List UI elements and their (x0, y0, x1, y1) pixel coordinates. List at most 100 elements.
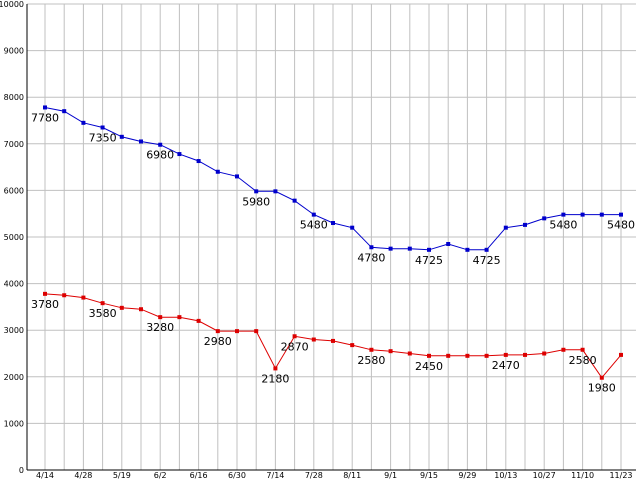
series-2-point (369, 347, 374, 352)
series-2-point (81, 295, 86, 300)
series-2-point (100, 301, 105, 306)
series-2-data-label: 2450 (415, 360, 443, 373)
series-1-data-label: 5480 (300, 219, 328, 232)
series-1-point (43, 105, 47, 110)
x-tick-label: 4/28 (74, 471, 92, 480)
series-1-point (561, 212, 566, 217)
y-tick-label: 6000 (4, 186, 24, 195)
series-1-data-label: 7350 (89, 131, 117, 144)
x-tick-label: 11/23 (609, 471, 632, 480)
series-lines (43, 105, 623, 380)
y-tick-label: 10000 (0, 0, 24, 9)
x-tick-label: 9/1 (384, 471, 397, 480)
series-2-data-label: 2870 (281, 340, 309, 353)
series-1-data-label: 5480 (607, 219, 635, 232)
series-2-point (503, 352, 508, 357)
y-tick-label: 2000 (4, 373, 24, 382)
y-tick-label: 7000 (4, 140, 24, 149)
series-1-point (273, 189, 278, 194)
x-tick-label: 11/10 (571, 471, 594, 480)
series-1-point (542, 216, 547, 221)
x-tick-label: 6/2 (154, 471, 167, 480)
x-tick-label: 9/29 (458, 471, 476, 480)
series-1-point (100, 125, 105, 130)
series-2-point (158, 315, 163, 320)
series-1-point (484, 247, 489, 252)
series-1-point (427, 247, 431, 252)
series-1-data-label: 7780 (31, 111, 59, 124)
x-tick-label: 9/15 (420, 471, 438, 480)
series-1-point (196, 159, 201, 164)
series-2-point (484, 353, 489, 358)
y-tick-label: 1000 (4, 419, 24, 428)
x-tick-label: 10/13 (494, 471, 517, 480)
axes (26, 4, 636, 471)
grid-lines (27, 3, 636, 470)
series-1-point (369, 245, 374, 250)
series-2-point (273, 366, 278, 371)
series-2-point (580, 347, 585, 352)
series-1-point (215, 169, 220, 174)
x-tick-label: 5/19 (113, 471, 131, 480)
y-tick-label: 4000 (4, 280, 24, 289)
series-1-point (503, 225, 508, 230)
y-tick-labels: 0 1000 2000 3000 4000 5000 6000 7000 8000 9000 100… (0, 0, 24, 475)
series-2-data-label: 3580 (89, 307, 117, 320)
series-2-point (388, 349, 393, 354)
series-1-point (81, 120, 86, 125)
series-2-point (561, 347, 566, 352)
series-2-point (619, 352, 623, 357)
series-2-point (215, 329, 220, 334)
series-2-data-label: 2470 (492, 359, 520, 372)
series-2-point (311, 337, 316, 342)
series-2-data-label: 3780 (31, 298, 59, 311)
series-2-point (254, 329, 259, 334)
y-tick-label: 3000 (4, 326, 24, 335)
series-1-point (331, 221, 335, 226)
data-labels: 7780 7350 6980 5980 5480 4780 4725 4725 5480 5480… (31, 111, 635, 394)
series-2-point (292, 334, 297, 339)
series-1-point (619, 212, 623, 217)
series-2-point (446, 353, 451, 358)
series-1-point (465, 247, 470, 252)
series-1-point (254, 189, 259, 194)
series-1-data-label: 4725 (473, 254, 501, 267)
series-1-point (388, 246, 393, 251)
y-tick-label: 0 (19, 466, 24, 475)
series-1-data-label: 4780 (357, 251, 385, 264)
series-1-data-label: 6980 (146, 149, 174, 162)
series-1-point (580, 212, 585, 217)
x-tick-label: 7/14 (266, 471, 284, 480)
y-tick-label: 5000 (4, 233, 24, 242)
series-2-data-label: 2180 (261, 372, 289, 385)
x-tick-label: 6/30 (228, 471, 246, 480)
series-1-data-label: 5480 (549, 219, 577, 232)
series-2-point (427, 353, 431, 358)
series-2-point (119, 305, 124, 310)
series-2-point (407, 351, 412, 356)
y-tick-label: 9000 (4, 47, 24, 56)
series-2-point (599, 375, 604, 380)
series-2-data-label: 1980 (588, 382, 616, 395)
series-1-point (407, 246, 412, 251)
series-1-point (119, 134, 124, 139)
series-1-data-label: 5980 (242, 195, 270, 208)
series-2-point (350, 343, 355, 348)
x-tick-label: 6/16 (190, 471, 208, 480)
y-tick-label: 8000 (4, 93, 24, 102)
x-tick-label: 7/28 (305, 471, 323, 480)
x-tick-label: 8/11 (343, 471, 361, 480)
series-1-point (158, 142, 163, 147)
series-1-point (62, 109, 67, 114)
x-tick-label: 10/27 (533, 471, 556, 480)
x-tick-labels: 4/14 4/28 5/19 6/2 6/16 6/30 7/14 7/28 8/11 9/1 9/… (36, 471, 633, 480)
series-1-point (235, 174, 239, 179)
series-1-point (311, 212, 316, 217)
series-2-point (177, 315, 182, 320)
series-2-data-label: 2980 (204, 335, 232, 348)
series-2-point (62, 293, 67, 298)
series-2-point (523, 352, 527, 357)
series-2-data-label: 2580 (569, 354, 597, 367)
x-tick-label: 4/14 (36, 471, 54, 480)
series-1-point (139, 139, 143, 144)
